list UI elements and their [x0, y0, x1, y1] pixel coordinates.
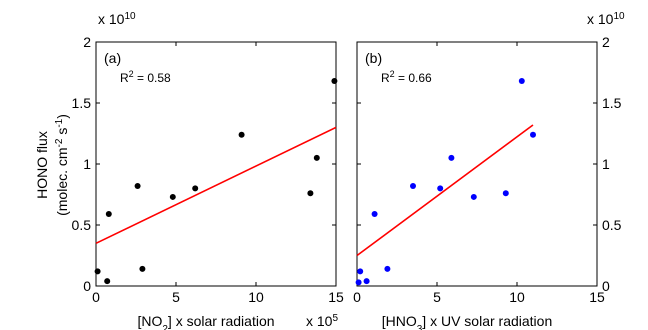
data-point [307, 190, 314, 197]
y-tick-label: 0 [83, 278, 91, 294]
data-point [363, 278, 370, 285]
regression-line [95, 126, 337, 245]
data-point [437, 185, 444, 192]
y-tick-label: 0.5 [602, 217, 622, 233]
regression-line [356, 124, 534, 257]
r-squared-label: R2 = 0.66 [381, 69, 432, 85]
x-exponent-label: x 105 [306, 313, 338, 330]
x-tick-label: 5 [433, 289, 441, 305]
y-axis-label-line2: (molec. cm-2 s-1) [54, 114, 71, 216]
y-tick-label: 1 [83, 156, 91, 172]
x-axis-label: [NO2] x solar radiation [137, 313, 274, 330]
x-tick-label: 5 [172, 289, 180, 305]
y-tick-label: 1.5 [72, 95, 92, 111]
y-exponent-label: x 1010 [98, 11, 136, 28]
y-tick-label: 0 [602, 278, 610, 294]
panel-label: (a) [104, 50, 121, 66]
r-squared-label: R2 = 0.58 [120, 69, 171, 85]
data-point [530, 131, 536, 138]
data-point [192, 185, 199, 192]
data-point [331, 78, 338, 85]
data-point [169, 193, 176, 200]
data-point [448, 154, 455, 161]
data-point [238, 131, 245, 138]
data-point [105, 211, 112, 218]
y-tick-label: 2 [83, 34, 91, 50]
data-point [470, 193, 477, 200]
data-point [313, 154, 320, 161]
data-point [357, 268, 364, 275]
x-tick-label: 0 [92, 289, 100, 305]
data-point [94, 268, 101, 275]
data-point [104, 278, 111, 285]
x-tick-label: 15 [328, 289, 344, 305]
data-point [518, 78, 525, 85]
x-tick-label: 10 [509, 289, 525, 305]
data-point [139, 265, 146, 272]
x-tick-label: 15 [589, 289, 605, 305]
y-tick-label: 0.5 [72, 217, 92, 233]
data-point [502, 190, 509, 197]
panel-a: 0 5 10 15 0 0.5 1 1.5 2 x 1010 x 105 [NO2] x solar … [72, 11, 344, 330]
y-exponent-label: x 1010 [587, 11, 625, 28]
y-tick-label: 1.5 [602, 95, 622, 111]
x-axis-label: [HNO3] x UV solar radiation [382, 313, 553, 330]
y-tick-label: 2 [602, 34, 610, 50]
data-point [134, 182, 141, 189]
data-point [384, 265, 391, 272]
panel-label: (b) [365, 50, 382, 66]
x-tick-label: 10 [248, 289, 264, 305]
data-point [410, 182, 416, 189]
data-point [371, 211, 378, 218]
y-tick-label: 1 [602, 156, 610, 172]
data-point [355, 279, 362, 286]
x-tick-label: 0 [353, 289, 361, 305]
y-axis-label-line1: HONO flux [34, 131, 50, 199]
